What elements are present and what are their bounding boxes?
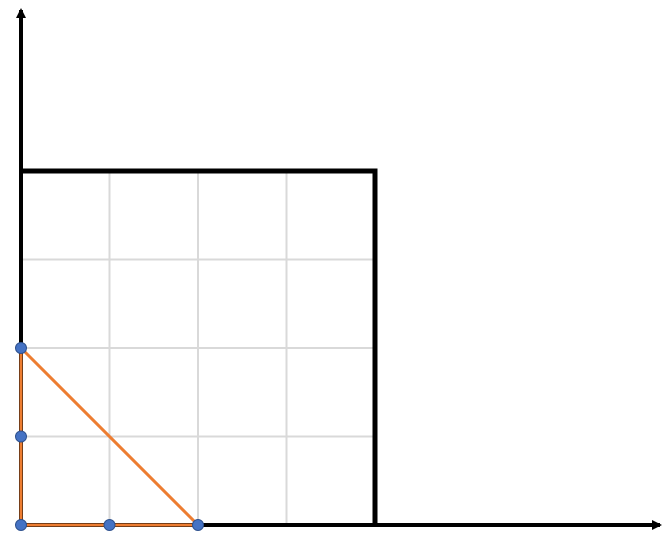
grid-lines [21,171,375,525]
lattice-point [15,519,27,531]
lattice-point [15,342,27,354]
lattice-points [15,342,204,531]
axes [16,8,662,530]
square-border [21,168,378,525]
lattice-point [192,519,204,531]
lattice-point [15,430,27,443]
unit-square-outline [21,168,378,525]
lattice-point [103,519,116,531]
